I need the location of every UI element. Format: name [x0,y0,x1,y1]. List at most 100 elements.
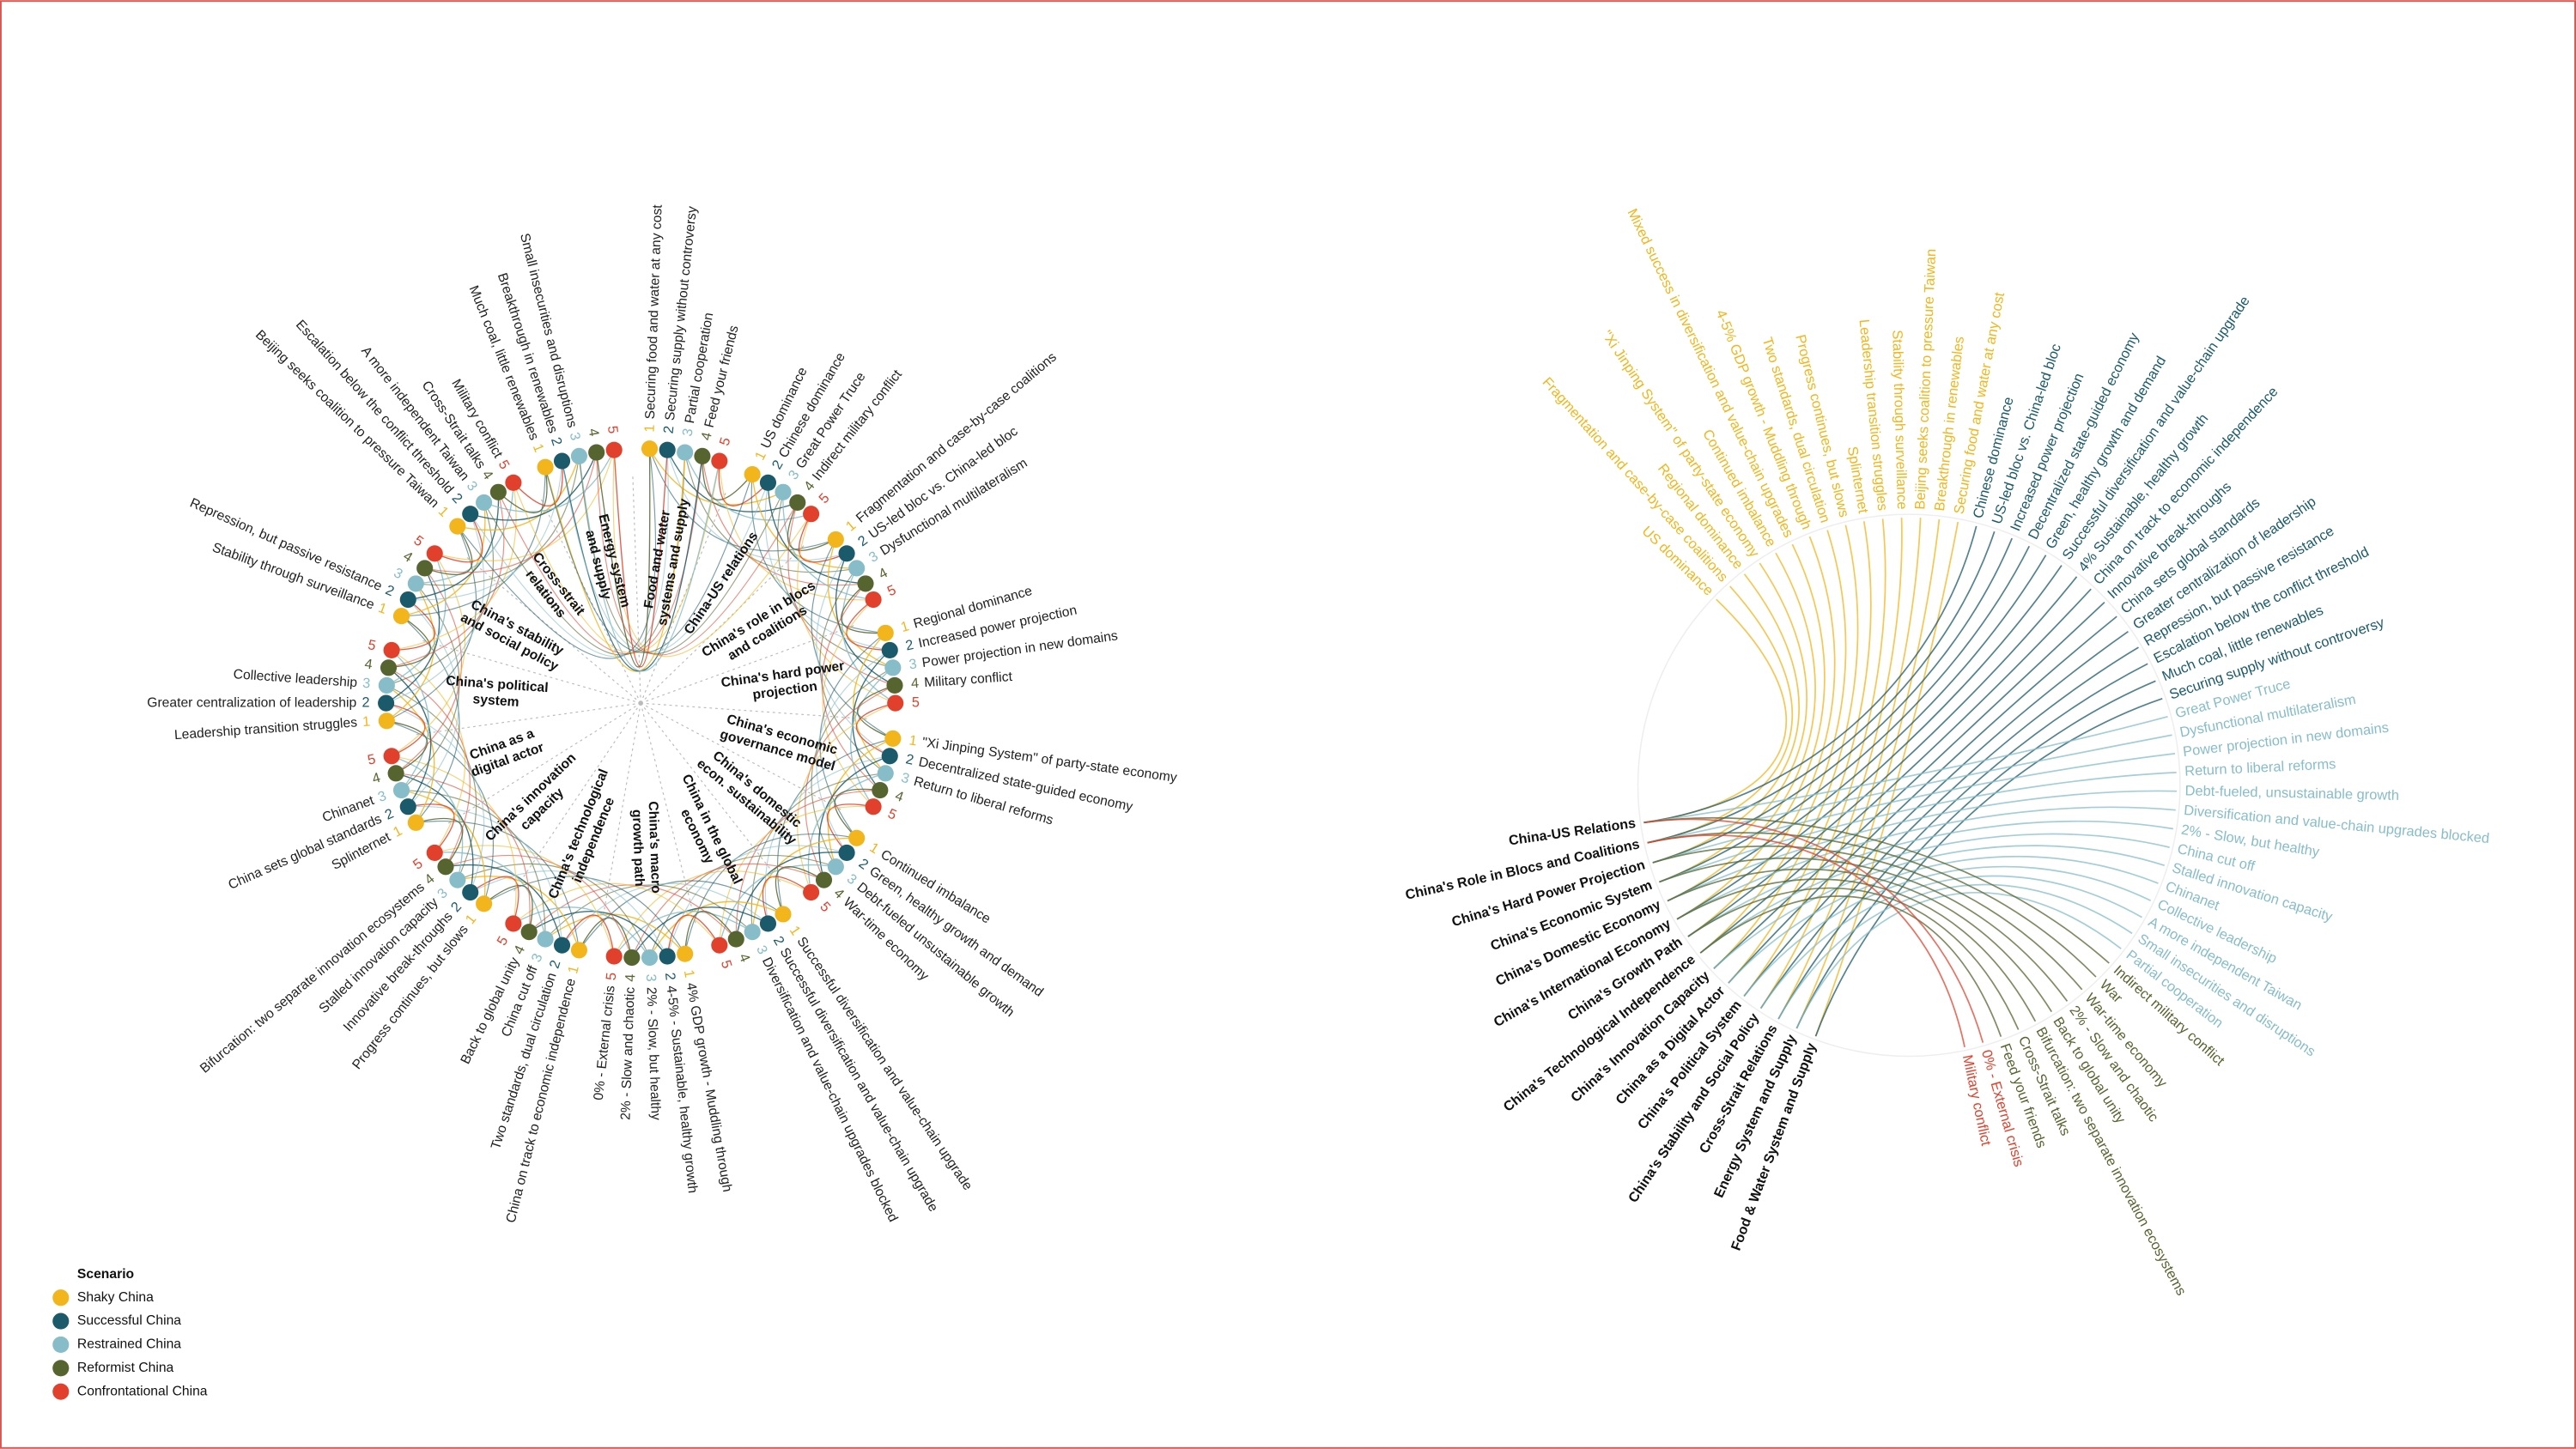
sector-name-line: system [472,692,519,710]
scenario-link [819,567,886,774]
option-dot [489,483,507,500]
spoke [640,702,844,812]
option-dot [392,781,410,799]
chord-link [1699,895,2002,1038]
option-dot [378,694,395,712]
option-number: 5 [605,425,621,434]
scenario-link [388,615,431,669]
chord-link [1647,832,2097,978]
option-dot [865,591,882,609]
scenario-link [388,667,432,808]
scenario-link [386,502,495,687]
legend-label: Successful China [77,1313,181,1328]
option-dot [570,942,587,959]
scenario-link [401,789,546,940]
spoke [640,489,728,704]
scenario-link [470,870,668,957]
scenario-link [819,632,886,839]
chord-link [1652,573,1800,864]
option-dot [886,676,903,694]
chord-link [1743,518,1886,997]
option-dot [407,814,424,831]
scenario-link [840,583,886,634]
scenario-link [386,525,477,722]
scenario-link [751,474,857,569]
option-dot [827,858,844,876]
option-number: 3 [679,427,696,438]
option-dot [553,937,571,954]
option-dot [378,676,395,694]
scenario-link [684,833,857,955]
scenario-link [392,482,517,652]
scenario-link [386,702,485,893]
option-dot [426,545,443,562]
option-dot [872,781,889,799]
chord-link [1759,875,2142,1009]
scenario-link [386,583,435,722]
spoke [445,702,641,826]
chord-link [1652,753,2176,864]
scenario-link [391,553,466,757]
scenario-link [811,539,894,739]
scenario-link [648,855,836,958]
scenario-link [834,788,881,839]
scenario-link [395,773,474,893]
legend-label: Restrained China [77,1337,181,1352]
scenario-link [386,553,447,687]
option-dot [884,659,902,676]
scenario-link [811,667,894,867]
scenario-link [513,882,720,946]
chord-link [1676,565,2063,920]
option-dot [775,483,792,500]
chord-link [1743,865,2152,997]
option-dot [789,494,806,512]
scenario-link [391,650,466,853]
chord-link [1652,537,2013,864]
scenario-link [483,876,686,955]
scenario-link [850,667,894,808]
scenario-link [434,449,615,561]
scenario-link [401,583,460,791]
scenario-link [857,684,896,740]
scenario-link [827,737,894,867]
scenario-link [391,755,464,881]
option-number: 3 [567,431,584,442]
option-dot [641,949,659,967]
option-dot [399,798,416,815]
scenario-link [648,448,836,552]
scenario-link [631,863,824,958]
chord-link [1814,521,1959,1037]
scenario-link [666,449,798,512]
legend-label: Reformist China [77,1361,174,1375]
option-dot [838,545,855,562]
scenario-link [445,855,633,958]
scenario-link [797,702,896,893]
scenario-link [782,492,874,601]
option-number: 5 [912,694,920,710]
scenario-link [684,452,811,521]
chord-link [1795,680,2156,1029]
option-number: 1 [641,424,657,433]
scenario-link [386,684,435,823]
option-number: 5 [367,637,378,653]
spoke [412,702,641,736]
chord-link [1814,697,2163,1037]
scenario-link [401,789,486,904]
chord-link [1659,857,2069,1002]
option-label: Greater centralization of leadership [147,695,356,710]
option-dot [605,948,623,965]
chord-link [1643,818,1984,1043]
scenario-link [408,805,563,946]
chord-link [1687,576,2078,937]
chord-link [1676,878,2037,1022]
option-dot [570,447,587,464]
scenario-link [424,452,598,573]
option-dot [711,452,728,470]
scenario-link [767,482,866,585]
option-dot [505,915,522,932]
legend-swatch [52,1289,70,1307]
scenario-link [719,805,874,946]
option-dot [399,591,416,609]
option-number: 4 [363,656,373,672]
